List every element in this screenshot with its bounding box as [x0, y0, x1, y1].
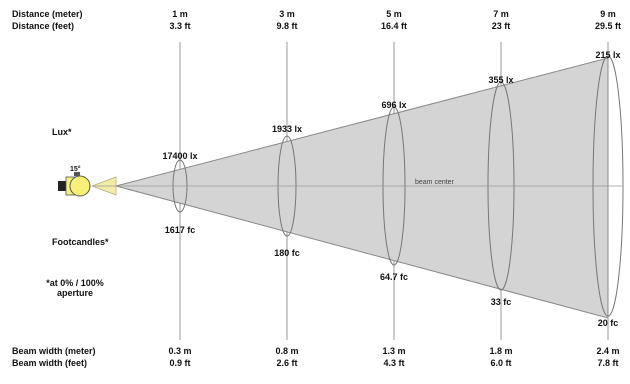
beam-width-feet-value: 4.3 ft [383, 358, 405, 368]
beam-width-feet-value: 7.8 ft [597, 358, 619, 368]
beam-cone [114, 57, 609, 319]
beam-width-meter-row-label: Beam width (meter) [12, 346, 96, 356]
lux-value: 696 lx [381, 100, 407, 110]
distance-feet-row-label: Distance (feet) [12, 21, 75, 31]
beam-width-meter-value: 0.8 m [275, 346, 299, 356]
fc-value: 64.7 fc [379, 272, 409, 282]
beam-width-feet-row-label: Beam width (feet) [12, 358, 88, 368]
fixture-lens [69, 175, 91, 197]
distance-meter-row-label: Distance (meter) [12, 9, 83, 19]
lux-label: Lux* [52, 127, 72, 137]
aperture-note: *at 0% / 100% aperture [46, 278, 104, 298]
distance-meter-value: 7 m [493, 9, 509, 19]
beam-width-meter-value: 2.4 m [596, 346, 620, 356]
beam-width-meter-value: 1.3 m [382, 346, 406, 356]
lux-value: 355 lx [488, 75, 514, 85]
fc-value: 180 fc [274, 248, 300, 258]
beam-width-feet-value: 0.9 ft [169, 358, 191, 368]
beam-width-feet-value: 6.0 ft [490, 358, 512, 368]
lux-value: 1933 lx [271, 124, 303, 134]
footcandles-label: Footcandles* [52, 237, 109, 247]
fixture-handle [74, 172, 80, 176]
distance-feet-value: 3.3 ft [169, 21, 191, 31]
fc-value: 33 fc [490, 297, 512, 307]
fc-value: 1617 fc [164, 225, 196, 235]
angle-label: 15° [70, 166, 81, 173]
distance-meter-value: 1 m [172, 9, 188, 19]
beam-width-meter-value: 0.3 m [168, 346, 192, 356]
distance-feet-value: 9.8 ft [276, 21, 298, 31]
lux-value: 17400 lx [162, 151, 198, 161]
beam-center-label: beam center [415, 179, 455, 186]
beam-width-meter-value: 1.8 m [489, 346, 513, 356]
lux-value: 215 lx [595, 50, 621, 60]
distance-feet-value: 23 ft [491, 21, 511, 31]
distance-feet-value: 29.5 ft [594, 21, 622, 31]
fc-value: 20 fc [597, 318, 619, 328]
distance-meter-value: 5 m [386, 9, 402, 19]
distance-meter-value: 3 m [279, 9, 295, 19]
distance-feet-value: 16.4 ft [380, 21, 408, 31]
distance-meter-value: 9 m [600, 9, 616, 19]
fixture-body [58, 181, 66, 191]
beam-width-feet-value: 2.6 ft [276, 358, 298, 368]
